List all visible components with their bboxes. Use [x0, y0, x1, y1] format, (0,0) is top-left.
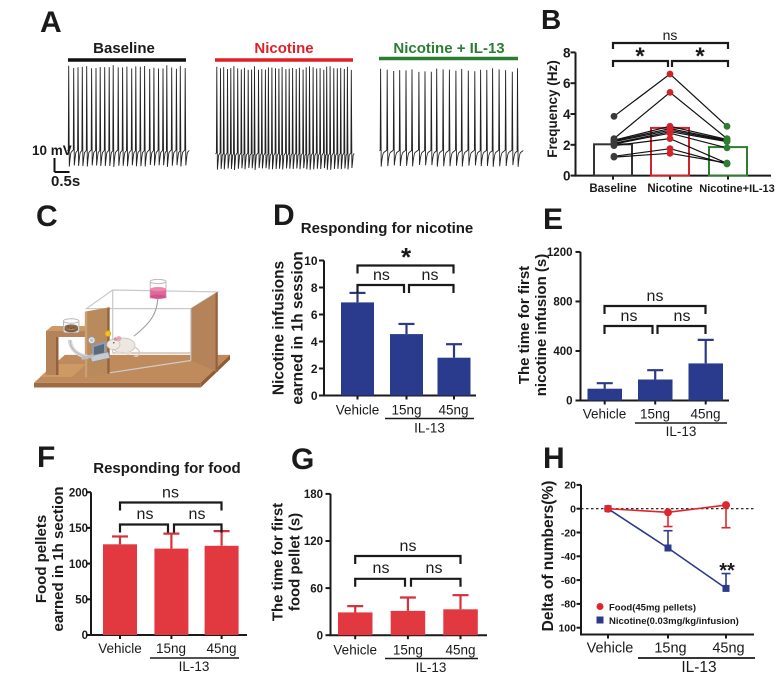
- svg-text:Vehicle: Vehicle: [333, 643, 377, 658]
- svg-text:10 mV: 10 mV: [32, 143, 72, 158]
- svg-text:The time for first: The time for first: [270, 503, 287, 621]
- svg-text:ns: ns: [189, 506, 206, 523]
- svg-text:15ng: 15ng: [654, 641, 686, 657]
- svg-text:Delta of numbers(%): Delta of numbers(%): [540, 481, 557, 632]
- svg-text:45ng: 45ng: [445, 643, 475, 658]
- svg-text:IL-13: IL-13: [666, 424, 697, 439]
- svg-text:food pellet (s): food pellet (s): [287, 513, 304, 611]
- svg-text:8: 8: [563, 45, 571, 60]
- svg-text:Vehicle: Vehicle: [98, 641, 142, 656]
- svg-text:15ng: 15ng: [640, 407, 670, 422]
- svg-text:nicotine infusion (s): nicotine infusion (s): [533, 254, 550, 397]
- svg-text:Nicotine+IL-13: Nicotine+IL-13: [699, 183, 775, 195]
- svg-text:8: 8: [311, 281, 318, 295]
- svg-text:150: 150: [69, 523, 88, 535]
- svg-text:ns: ns: [422, 267, 439, 284]
- svg-text:Vehicle: Vehicle: [336, 403, 380, 418]
- svg-text:F: F: [37, 441, 55, 474]
- svg-text:1200: 1200: [547, 247, 573, 259]
- svg-text:ns: ns: [162, 485, 179, 502]
- svg-text:Nicotine infusions: Nicotine infusions: [271, 261, 288, 395]
- svg-text:IL-13: IL-13: [416, 660, 447, 675]
- svg-text:200: 200: [69, 487, 88, 499]
- svg-text:400: 400: [553, 346, 572, 358]
- svg-text:2: 2: [563, 138, 571, 153]
- svg-text:4: 4: [311, 335, 318, 349]
- svg-text:*: *: [695, 43, 705, 70]
- svg-text:A: A: [40, 6, 62, 39]
- svg-text:-20: -20: [561, 527, 576, 539]
- svg-text:50: 50: [75, 595, 88, 607]
- svg-text:Baseline: Baseline: [589, 183, 636, 195]
- svg-text:180: 180: [304, 489, 323, 501]
- svg-text:ns: ns: [426, 560, 443, 577]
- svg-text:-40: -40: [561, 551, 576, 563]
- svg-text:Responding for food: Responding for food: [93, 460, 240, 477]
- svg-text:0: 0: [317, 630, 323, 642]
- svg-text:4: 4: [563, 107, 571, 122]
- svg-text:-80: -80: [561, 599, 576, 611]
- svg-text:IL-13: IL-13: [681, 659, 716, 675]
- svg-text:0: 0: [566, 396, 572, 408]
- svg-text:H: H: [543, 442, 565, 475]
- svg-text:Responding for nicotine: Responding for nicotine: [301, 220, 474, 237]
- svg-text:ns: ns: [621, 308, 638, 325]
- svg-text:0: 0: [563, 169, 571, 184]
- svg-text:120: 120: [304, 536, 323, 548]
- svg-text:earned in 1h section: earned in 1h section: [50, 486, 67, 631]
- svg-text:15ng: 15ng: [156, 641, 186, 656]
- svg-text:E: E: [543, 203, 563, 236]
- svg-text:Nicotine + IL-13: Nicotine + IL-13: [393, 40, 504, 57]
- svg-text:Food(45mg pellets): Food(45mg pellets): [609, 603, 696, 614]
- svg-text:0: 0: [311, 389, 318, 403]
- svg-text:ns: ns: [137, 506, 154, 523]
- svg-text:IL-13: IL-13: [179, 659, 210, 674]
- svg-text:10: 10: [304, 254, 318, 268]
- svg-text:Frequency (Hz): Frequency (Hz): [545, 60, 560, 158]
- svg-text:ns: ns: [373, 267, 390, 284]
- svg-text:20: 20: [564, 480, 576, 492]
- svg-text:ns: ns: [663, 27, 678, 43]
- svg-text:100: 100: [69, 559, 88, 571]
- svg-text:ns: ns: [400, 538, 417, 555]
- svg-text:Vehicle: Vehicle: [583, 407, 627, 422]
- svg-text:earned in 1h session: earned in 1h session: [290, 251, 307, 404]
- svg-text:ns: ns: [674, 308, 691, 325]
- svg-text:Nicotine: Nicotine: [254, 40, 313, 57]
- svg-text:60: 60: [310, 583, 323, 595]
- svg-text:0.5s: 0.5s: [51, 173, 80, 190]
- svg-text:15ng: 15ng: [393, 643, 423, 658]
- svg-text:45ng: 45ng: [712, 641, 744, 657]
- svg-text:Nicotine: Nicotine: [647, 183, 692, 195]
- svg-text:45ng: 45ng: [690, 407, 720, 422]
- svg-text:100: 100: [558, 623, 576, 635]
- svg-text:C: C: [36, 200, 58, 233]
- svg-text:*: *: [635, 43, 645, 70]
- svg-text:15ng: 15ng: [391, 403, 421, 418]
- svg-text:ns: ns: [647, 288, 664, 305]
- svg-text:45ng: 45ng: [206, 641, 236, 656]
- svg-text:Nicotine(0.03mg/kg/infusion): Nicotine(0.03mg/kg/infusion): [609, 616, 739, 627]
- svg-text:800: 800: [553, 297, 572, 309]
- svg-text:G: G: [291, 443, 314, 476]
- svg-text:The time for first: The time for first: [516, 266, 533, 384]
- svg-text:2: 2: [311, 362, 318, 376]
- svg-text:Baseline: Baseline: [93, 40, 155, 57]
- svg-text:0: 0: [570, 504, 576, 516]
- svg-text:6: 6: [311, 308, 318, 322]
- svg-text:IL-13: IL-13: [414, 421, 445, 436]
- svg-text:-60: -60: [561, 575, 576, 587]
- svg-text:6: 6: [563, 76, 571, 91]
- svg-text:D: D: [273, 199, 295, 232]
- svg-text:**: **: [719, 560, 735, 582]
- svg-text:45ng: 45ng: [438, 403, 468, 418]
- svg-text:0: 0: [82, 630, 88, 642]
- svg-text:*: *: [401, 242, 412, 272]
- svg-text:Vehicle: Vehicle: [587, 641, 634, 657]
- svg-text:Food pellets: Food pellets: [33, 515, 50, 603]
- svg-text:ns: ns: [373, 560, 390, 577]
- svg-text:B: B: [541, 4, 561, 35]
